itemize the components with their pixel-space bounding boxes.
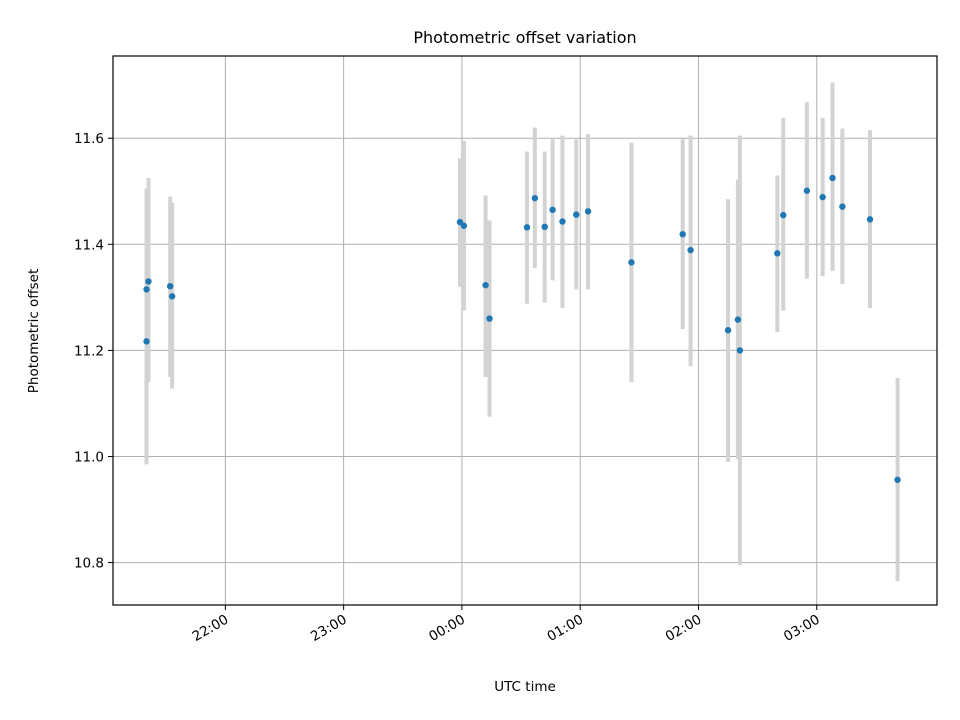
data-point bbox=[559, 218, 566, 225]
data-point bbox=[460, 222, 468, 229]
x-axis: 22:00 23:00 00:00 01:00 02:00 03:00 bbox=[190, 605, 823, 645]
grid bbox=[113, 56, 937, 605]
data-point bbox=[531, 194, 539, 202]
data-point bbox=[819, 193, 826, 201]
y-axis-label: Photometric offset bbox=[26, 269, 42, 393]
data-point bbox=[866, 216, 874, 223]
data-point bbox=[486, 315, 493, 322]
y-axis: 10.8 11.0 11.2 11.4 11.6 bbox=[74, 131, 113, 572]
data-point bbox=[541, 223, 548, 230]
data-point bbox=[523, 224, 531, 231]
x-tick-label: 00:00 bbox=[426, 612, 468, 645]
y-tick-label: 11.6 bbox=[74, 131, 104, 147]
data-point bbox=[143, 286, 150, 293]
data-point bbox=[482, 281, 489, 289]
data-point bbox=[573, 211, 580, 218]
data-points bbox=[143, 174, 901, 484]
plot-frame bbox=[112, 55, 938, 606]
data-point bbox=[143, 338, 150, 345]
data-point bbox=[780, 211, 787, 219]
data-point bbox=[803, 187, 811, 194]
chart-title: Photometric offset variation bbox=[413, 28, 636, 47]
data-point bbox=[736, 347, 744, 354]
data-point bbox=[628, 259, 635, 266]
x-tick-label: 23:00 bbox=[308, 612, 350, 645]
data-point bbox=[839, 203, 846, 210]
data-point bbox=[679, 231, 686, 238]
data-point bbox=[549, 206, 556, 214]
y-tick-label: 10.8 bbox=[74, 556, 104, 572]
data-point bbox=[894, 476, 901, 484]
data-point bbox=[829, 174, 836, 182]
y-tick-label: 11.2 bbox=[74, 343, 104, 359]
x-tick-label: 01:00 bbox=[545, 612, 587, 645]
data-point bbox=[166, 283, 174, 290]
data-point bbox=[734, 316, 742, 323]
x-tick-label: 03:00 bbox=[781, 612, 823, 645]
data-point bbox=[168, 293, 176, 300]
x-axis-label: UTC time bbox=[494, 679, 556, 695]
x-tick-label: 02:00 bbox=[663, 612, 705, 645]
y-tick-label: 11.4 bbox=[74, 237, 104, 253]
error-bars bbox=[144, 82, 900, 582]
y-tick-label: 11.0 bbox=[74, 449, 104, 465]
data-point bbox=[584, 208, 592, 215]
data-point bbox=[145, 278, 152, 285]
data-point bbox=[687, 246, 694, 254]
data-point bbox=[774, 250, 781, 257]
x-tick-label: 22:00 bbox=[190, 612, 232, 645]
data-point bbox=[724, 327, 732, 334]
